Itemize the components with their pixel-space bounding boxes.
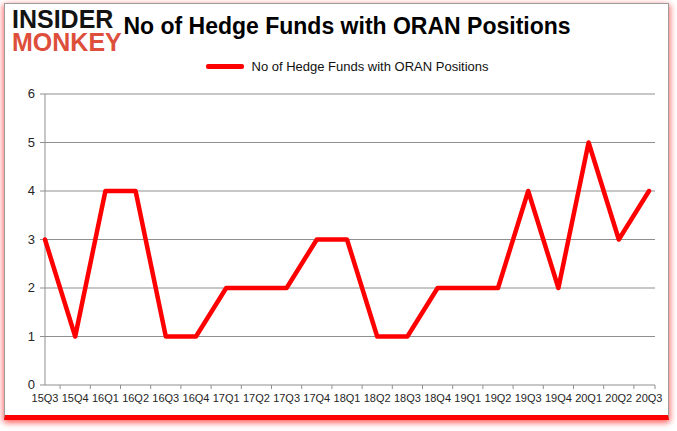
x-tick-label: 20Q3	[629, 392, 669, 404]
line-chart-plot-area	[5, 4, 668, 415]
y-tick-label: 5	[5, 135, 35, 150]
y-tick-label: 4	[5, 183, 35, 198]
y-tick-label: 1	[5, 329, 35, 344]
chart-card: INSIDER MONKEY No of Hedge Funds with OR…	[4, 3, 669, 420]
y-tick-label: 6	[5, 86, 35, 101]
y-tick-label: 0	[5, 377, 35, 392]
y-tick-label: 2	[5, 280, 35, 295]
y-tick-label: 3	[5, 232, 35, 247]
